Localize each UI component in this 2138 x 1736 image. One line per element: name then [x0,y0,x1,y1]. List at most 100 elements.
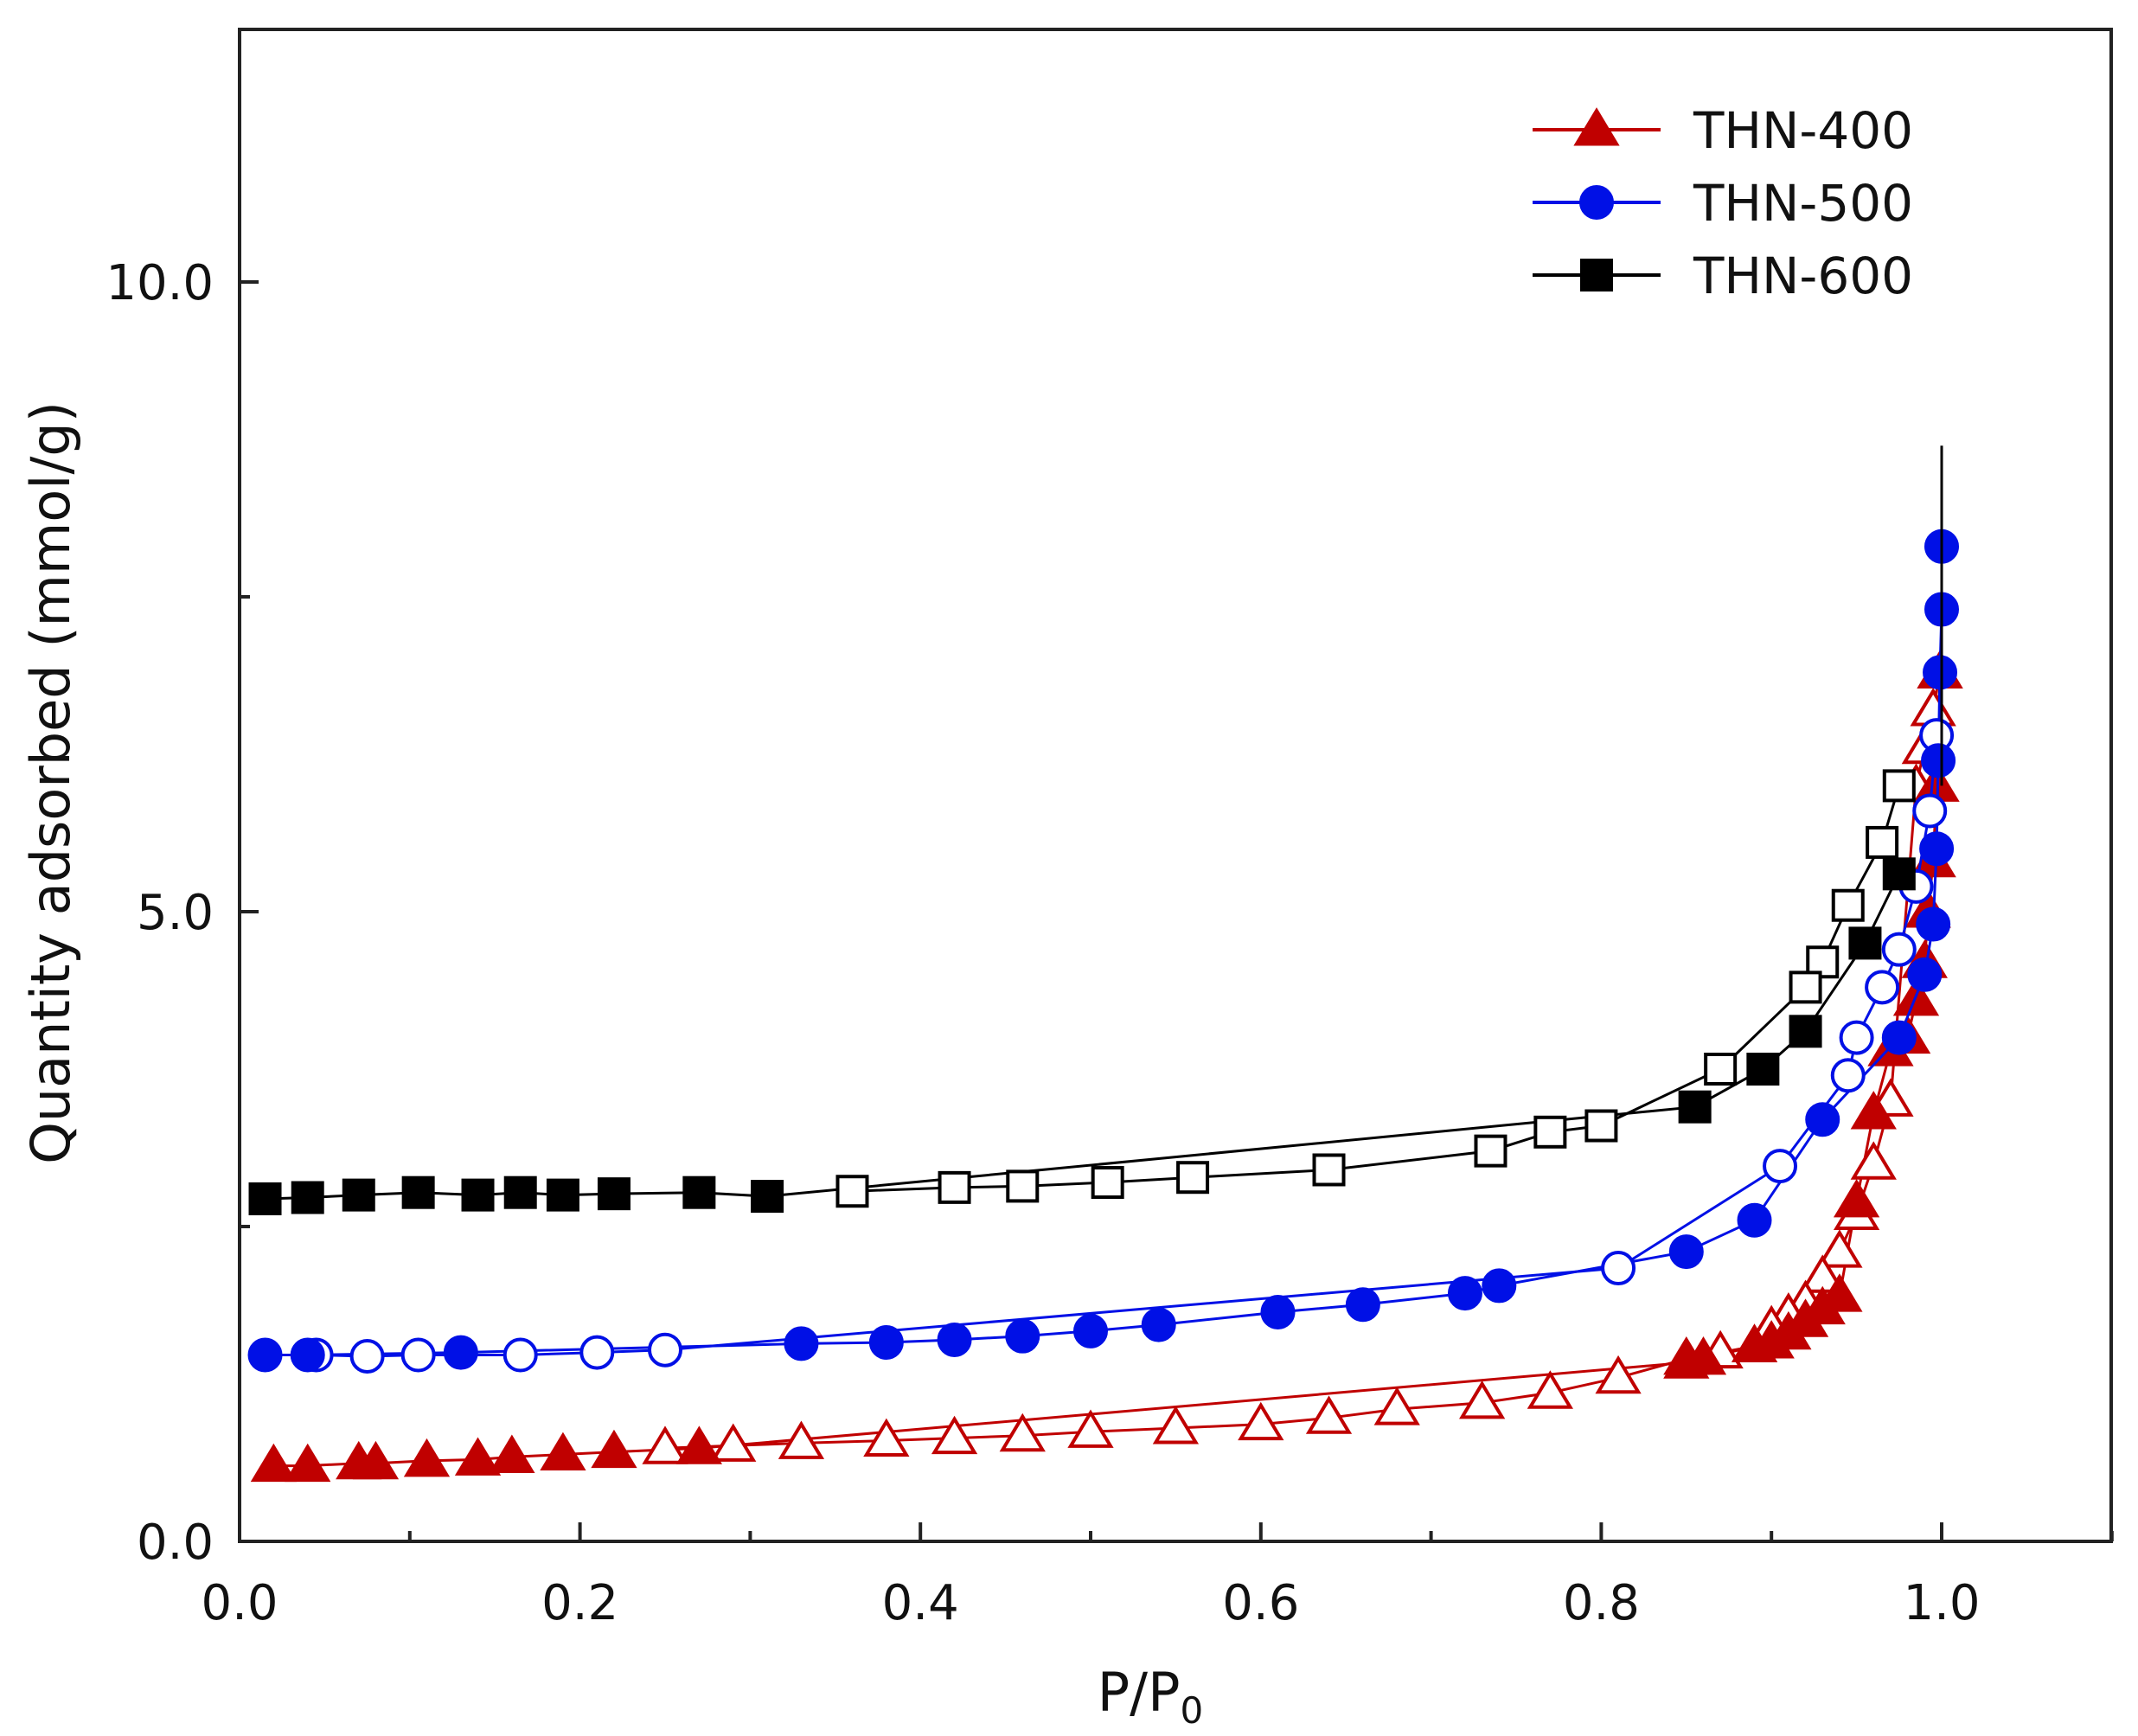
data-point-adsorption [1921,743,1956,778]
data-point-adsorption [546,1178,579,1212]
data-point-desorption [1091,1166,1124,1200]
data-point-adsorption [454,1437,502,1476]
data-point-desorption [1595,1355,1642,1394]
data-point-adsorption [1789,1015,1822,1048]
data-point-desorption [999,1413,1046,1452]
data-point-desorption [579,1335,615,1370]
data-point-adsorption [1737,1202,1772,1238]
data-point-desorption [1839,1020,1874,1055]
data-point-adsorption [1746,1053,1780,1086]
data-point-desorption [1831,888,1865,922]
x-tick-label: 1.0 [1903,1575,1980,1631]
legend-marker [1573,107,1620,146]
series-thn-600 [248,769,1916,1215]
data-point-adsorption [751,1180,784,1214]
data-series [247,445,1963,1483]
data-point-desorption [1238,1401,1284,1441]
y-axis-label: Quantity adsorbed (mmol/g) [19,401,82,1164]
data-point-desorption [642,1425,688,1464]
data-point-desorption [400,1337,436,1373]
data-point-adsorption [443,1335,478,1370]
data-point-desorption [1912,793,1948,829]
y-tick-label: 5.0 [137,885,214,941]
data-point-desorption [1474,1134,1507,1168]
legend: THN-400 THN-500 THN-600 [1533,101,1913,305]
data-point-desorption [1763,1149,1798,1184]
plot-frame [238,28,2113,1543]
data-point-desorption [1459,1380,1506,1419]
data-point-adsorption [290,1337,325,1373]
data-point-adsorption [1668,1234,1704,1270]
y-tick-label: 0.0 [137,1515,214,1571]
x-tick-label: 0.8 [1563,1575,1640,1631]
data-point-desorption [863,1418,910,1457]
data-point-adsorption [248,1182,282,1215]
data-point-desorption [1816,1229,1863,1268]
data-point-adsorption [1833,1178,1880,1218]
data-point-adsorption [1141,1307,1176,1342]
series-line-adsorption [265,873,1901,1201]
data-point-adsorption [352,1440,400,1480]
x-tick-label: 0.2 [541,1575,618,1631]
legend-label: THN-500 [1693,174,1913,233]
data-point-adsorption [401,1175,435,1209]
data-point-adsorption [1923,655,1958,690]
data-point-adsorption [1482,1268,1517,1304]
data-point-adsorption [1005,1318,1040,1354]
data-point-adsorption [1447,1276,1482,1311]
x-tick-label: 0.6 [1222,1575,1299,1631]
data-point-adsorption [291,1181,324,1214]
data-point-desorption [1152,1406,1200,1445]
data-point-adsorption [1816,1273,1863,1312]
series-line-desorption [852,785,1901,1193]
data-point-adsorption [403,1438,451,1477]
data-point-desorption [931,1415,978,1455]
data-point-desorption [1830,1058,1866,1093]
data-point-adsorption [1882,857,1916,891]
data-point-adsorption [461,1178,495,1212]
data-point-desorption [1601,1251,1636,1286]
data-point-desorption [1305,1395,1353,1434]
data-point-adsorption [597,1177,631,1211]
data-point-adsorption [1073,1313,1108,1348]
legend-marker [1580,259,1613,291]
data-point-adsorption [250,1443,297,1483]
data-point-adsorption [1260,1295,1296,1330]
data-point-desorption [1850,1141,1897,1180]
legend-marker [1579,185,1614,220]
x-axis-label-subscript: 0 [1180,1689,1203,1732]
data-point-adsorption [868,1324,904,1360]
data-point-adsorption [591,1429,637,1469]
data-point-adsorption [1345,1287,1380,1323]
data-point-desorption [1373,1387,1420,1425]
data-point-adsorption [1848,926,1882,960]
data-point-adsorption [285,1443,331,1483]
data-point-desorption [1704,1053,1738,1086]
data-point-adsorption [540,1432,586,1471]
data-point-adsorption [1881,1020,1917,1055]
data-point-desorption [648,1332,682,1368]
legend-item-thn-500: THN-500 [1533,174,1913,233]
data-point-desorption [1527,1370,1573,1409]
data-point-desorption [1866,825,1899,859]
data-point-adsorption [1680,1336,1727,1375]
data-point-adsorption [1805,1102,1840,1137]
axis-ticks [238,280,2114,1543]
legend-label: THN-600 [1693,247,1913,305]
data-point-desorption [502,1337,538,1373]
data-point-adsorption [1850,1091,1897,1130]
data-point-desorption [1584,1109,1618,1143]
data-point-adsorption [1916,906,1951,942]
data-point-adsorption [784,1326,819,1361]
legend-item-thn-400: THN-400 [1533,101,1913,160]
data-point-adsorption [937,1323,972,1358]
series-line-adsorption [265,546,1943,1356]
data-point-desorption [1882,769,1916,803]
data-point-desorption [1881,932,1917,967]
data-point-desorption [1865,970,1900,1005]
data-point-desorption [938,1170,971,1204]
data-point-adsorption [489,1434,535,1473]
data-point-desorption [349,1338,385,1374]
data-point-adsorption [1907,957,1943,992]
